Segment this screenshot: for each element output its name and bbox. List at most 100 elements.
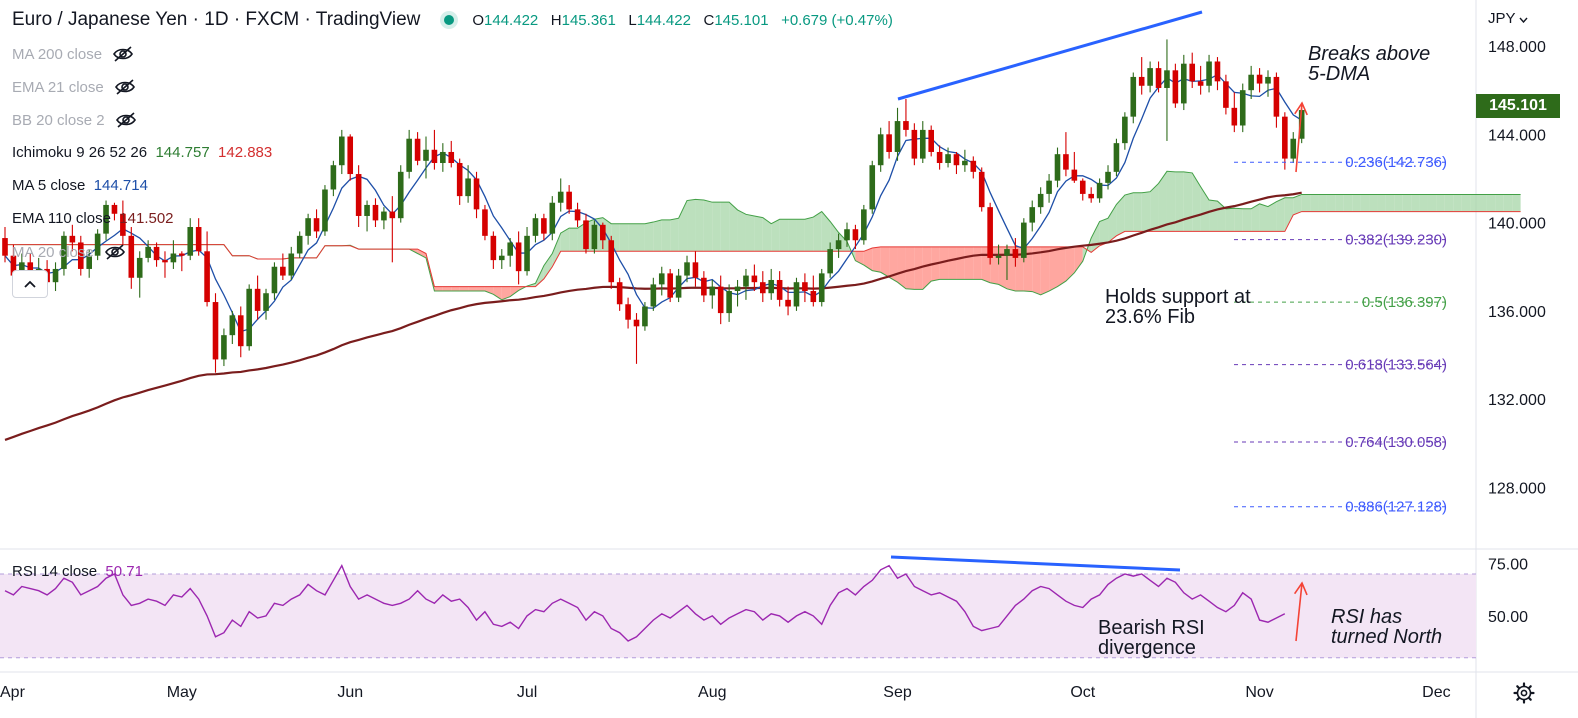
annotation-holds-support: Holds support at 23.6% Fib bbox=[1105, 286, 1251, 328]
candle bbox=[204, 231, 210, 307]
eye-hidden-icon[interactable] bbox=[114, 78, 136, 96]
eye-hidden-icon[interactable] bbox=[104, 243, 126, 261]
candle bbox=[1256, 68, 1263, 93]
ichimoku-cloud-segment bbox=[1133, 192, 1142, 232]
candle bbox=[726, 284, 732, 322]
eye-hidden-icon[interactable] bbox=[115, 111, 137, 129]
candle bbox=[642, 302, 648, 331]
candle bbox=[381, 207, 387, 230]
ichimoku-cloud-segment bbox=[1427, 194, 1437, 212]
candle bbox=[103, 200, 109, 241]
ichimoku-cloud-segment bbox=[1385, 194, 1395, 212]
ichimoku-cloud-segment bbox=[1057, 246, 1066, 287]
candle bbox=[928, 125, 934, 157]
candle bbox=[650, 277, 657, 311]
candle bbox=[667, 268, 673, 303]
candle bbox=[945, 147, 951, 168]
candle bbox=[288, 246, 295, 280]
legend-bb20[interactable]: BB 20 close 2 bbox=[12, 111, 137, 129]
ichimoku-cloud-segment bbox=[1276, 197, 1285, 232]
fib-level-label: 0.764(130.058) bbox=[1345, 434, 1447, 451]
candle bbox=[1029, 200, 1036, 232]
ichimoku-cloud-segment bbox=[417, 249, 426, 258]
candle bbox=[482, 204, 488, 241]
candle bbox=[187, 218, 194, 261]
candle bbox=[423, 136, 429, 179]
candle bbox=[600, 222, 606, 250]
ichimoku-cloud-segment bbox=[737, 209, 746, 252]
collapse-legend-button[interactable] bbox=[12, 270, 48, 298]
candle bbox=[524, 227, 530, 276]
fib-level-label: 0.886(127.128) bbox=[1345, 499, 1447, 516]
ichimoku-cloud-segment bbox=[973, 246, 982, 280]
candle bbox=[456, 158, 463, 205]
legend-ma200[interactable]: MA 200 close bbox=[12, 45, 134, 63]
candle bbox=[254, 275, 261, 320]
last-price-label: 145.101 bbox=[1476, 94, 1560, 118]
candle bbox=[263, 288, 269, 320]
legend-ma5[interactable]: MA 5 close 144.714 bbox=[12, 177, 148, 194]
ichimoku-cloud-segment bbox=[1225, 208, 1235, 232]
symbol-title[interactable]: Euro / Japanese Yen · 1D · FXCM · Tradin… bbox=[12, 9, 421, 30]
annotation-bearish-divergence: Bearish RSI divergence bbox=[1098, 617, 1205, 659]
ichimoku-cloud-segment bbox=[569, 228, 578, 252]
candle bbox=[692, 251, 699, 287]
candle bbox=[1105, 165, 1111, 190]
price-tick-label: 140.000 bbox=[1488, 216, 1546, 233]
candle bbox=[77, 235, 84, 276]
candle bbox=[128, 227, 135, 289]
ichimoku-cloud-segment bbox=[1352, 194, 1361, 212]
price-tick-label: 144.000 bbox=[1488, 127, 1546, 144]
eye-hidden-icon[interactable] bbox=[112, 45, 134, 63]
candle bbox=[1088, 187, 1094, 203]
price-tick-label: 128.000 bbox=[1488, 480, 1546, 497]
candle bbox=[1265, 70, 1271, 97]
candle bbox=[94, 229, 101, 261]
ichimoku-cloud-segment bbox=[872, 246, 881, 273]
candle bbox=[448, 140, 455, 168]
candle bbox=[347, 134, 354, 181]
ichimoku-cloud-segment bbox=[451, 286, 460, 292]
chevron-up-icon bbox=[24, 280, 36, 288]
ichimoku-cloud-segment bbox=[1200, 186, 1210, 232]
candle bbox=[1113, 138, 1120, 177]
legend-ema110[interactable]: EMA 110 close 141.502 bbox=[12, 210, 174, 227]
price-up-arrow bbox=[1294, 101, 1308, 173]
legend-ma20[interactable]: MA 20 close bbox=[12, 243, 126, 261]
candle bbox=[473, 171, 480, 219]
candle bbox=[583, 213, 589, 254]
ichimoku-cloud-segment bbox=[653, 219, 662, 252]
ichimoku-cloud-segment bbox=[636, 223, 645, 252]
candle bbox=[237, 306, 244, 358]
legend-ema21[interactable]: EMA 21 close bbox=[12, 78, 136, 96]
candle bbox=[507, 238, 513, 267]
candle bbox=[246, 284, 252, 351]
candle bbox=[1037, 187, 1044, 214]
ichimoku-cloud-segment bbox=[1326, 194, 1336, 212]
ichimoku-cloud-segment bbox=[1183, 171, 1193, 232]
currency-selector[interactable]: JPY bbox=[1488, 10, 1528, 27]
legend-ichimoku[interactable]: Ichimoku 9 26 52 26 144.757 142.883 bbox=[12, 144, 273, 161]
candle bbox=[675, 268, 682, 303]
rsi-legend[interactable]: RSI 14 close 50.71 bbox=[12, 563, 143, 580]
candle bbox=[1189, 52, 1196, 88]
gear-icon[interactable] bbox=[1513, 682, 1535, 704]
candle bbox=[465, 165, 471, 203]
ichimoku-cloud-segment bbox=[788, 219, 797, 252]
ichimoku-cloud-segment bbox=[1419, 194, 1428, 212]
ichimoku-cloud-segment bbox=[813, 211, 822, 252]
candle bbox=[734, 279, 741, 307]
candle bbox=[886, 121, 892, 159]
ichimoku-cloud-segment bbox=[560, 228, 570, 252]
candle bbox=[852, 224, 859, 250]
candle bbox=[894, 107, 901, 161]
ichimoku-cloud-segment bbox=[442, 286, 452, 292]
rsi-tick-label: 75.00 bbox=[1488, 556, 1528, 573]
ichimoku-cloud-segment bbox=[1065, 246, 1075, 282]
ichimoku-cloud-segment bbox=[964, 246, 974, 280]
candle bbox=[776, 271, 783, 307]
candle bbox=[1122, 112, 1128, 150]
annotation-breaks-5dma: Breaks above 5-DMA bbox=[1308, 43, 1431, 85]
candle bbox=[818, 268, 825, 307]
